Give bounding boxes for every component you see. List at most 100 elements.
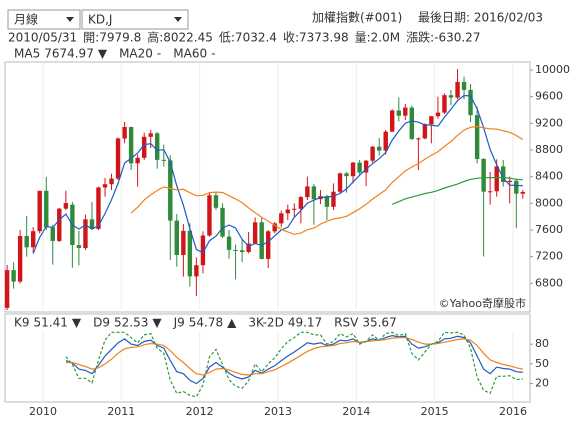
series-line bbox=[32, 94, 523, 254]
candle-body bbox=[298, 197, 304, 209]
legend-value: 51.41 bbox=[34, 316, 68, 330]
candle-body bbox=[501, 166, 506, 182]
candle-body bbox=[142, 136, 147, 158]
candle-body bbox=[233, 249, 238, 251]
legend-name: MA60 bbox=[173, 47, 207, 61]
dropdown-arrow bbox=[174, 17, 182, 22]
candle-body bbox=[487, 191, 493, 193]
candle-body bbox=[344, 173, 349, 177]
candle-body bbox=[57, 208, 62, 241]
y-tick-label: 80 bbox=[535, 337, 549, 350]
candle-body bbox=[311, 186, 317, 200]
main-frame bbox=[4, 61, 531, 313]
candle-body bbox=[168, 160, 173, 221]
candle-body bbox=[383, 131, 388, 151]
y-tick-label: 9200 bbox=[535, 116, 563, 129]
candle-body bbox=[357, 162, 362, 173]
x-tick-label: 2015 bbox=[421, 405, 449, 418]
candle-body bbox=[115, 138, 121, 179]
legend-value: 52.53 bbox=[114, 316, 148, 330]
candle-body bbox=[468, 89, 473, 116]
legend-value: 54.78 bbox=[189, 316, 223, 330]
y-tick-label: 10000 bbox=[535, 63, 570, 76]
legend-name: D9 bbox=[93, 316, 110, 330]
info-item: 2010/05/31 bbox=[8, 31, 77, 45]
candle-body bbox=[455, 82, 460, 98]
candle-body bbox=[474, 115, 480, 159]
candle-body bbox=[494, 166, 499, 192]
candle-body bbox=[89, 219, 95, 229]
candle-body bbox=[370, 146, 375, 161]
candle-body bbox=[390, 110, 395, 132]
candle-body bbox=[252, 222, 258, 244]
x-tick-label: 2010 bbox=[29, 405, 57, 418]
candle-body bbox=[174, 220, 179, 255]
y-tick-label: 20 bbox=[535, 377, 549, 390]
header-date: 最後日期: 2016/02/03 bbox=[418, 11, 543, 25]
candle-body bbox=[481, 159, 486, 192]
legend-name: MA20 bbox=[119, 47, 153, 61]
candle-body bbox=[194, 265, 199, 277]
candle-body bbox=[507, 180, 512, 182]
candle-body bbox=[181, 230, 186, 255]
candle-body bbox=[226, 236, 232, 250]
candle-body bbox=[292, 208, 297, 210]
legend-value: - bbox=[157, 47, 161, 61]
candle-body bbox=[96, 187, 101, 229]
dropdown-arrow bbox=[66, 17, 74, 22]
candle-body bbox=[305, 186, 310, 198]
candle-body bbox=[416, 138, 421, 140]
candle-body bbox=[24, 236, 29, 248]
legend-name: J9 bbox=[173, 316, 185, 330]
candle-body bbox=[331, 191, 336, 207]
x-tick-label: 2012 bbox=[186, 405, 214, 418]
candle-body bbox=[161, 159, 166, 161]
series-line bbox=[65, 331, 523, 398]
info-item: 高:8022.45 bbox=[147, 30, 213, 45]
candle-body bbox=[31, 231, 36, 248]
legend-value: 7674.97 bbox=[44, 47, 94, 61]
candle-body bbox=[63, 203, 69, 209]
candle-body bbox=[272, 223, 277, 232]
period-select[interactable] bbox=[7, 9, 81, 30]
x-tick-label: 2013 bbox=[264, 405, 292, 418]
period-label: 月線 bbox=[14, 12, 38, 27]
candle-body bbox=[409, 107, 414, 139]
legend-arrow: ▼ bbox=[72, 316, 82, 330]
candle-body bbox=[76, 245, 82, 249]
legend-value: 49.17 bbox=[288, 316, 322, 330]
y-tick-label: 8800 bbox=[535, 143, 563, 156]
y-tick-label: 7200 bbox=[535, 250, 563, 263]
x-tick-label: 2016 bbox=[499, 405, 527, 418]
candle-body bbox=[37, 190, 42, 232]
candle-body bbox=[377, 146, 382, 151]
candle-body bbox=[422, 124, 428, 139]
candle-body bbox=[44, 190, 49, 228]
candle-body bbox=[461, 82, 467, 90]
candle-body bbox=[259, 222, 264, 259]
candle-body bbox=[83, 219, 88, 249]
candle-body bbox=[239, 250, 245, 252]
y-tick-label: 8400 bbox=[535, 170, 563, 183]
x-tick-label: 2011 bbox=[107, 405, 135, 418]
candle-body bbox=[4, 270, 10, 308]
series-line bbox=[65, 334, 523, 385]
candle-body bbox=[429, 116, 434, 125]
legend-arrow: ▼ bbox=[98, 47, 108, 61]
series-line bbox=[65, 337, 523, 376]
series-line bbox=[391, 176, 523, 205]
candle-body bbox=[148, 133, 153, 137]
candle-body bbox=[246, 243, 251, 252]
header-title: 加權指數(#001) bbox=[312, 10, 402, 25]
candle-body bbox=[200, 235, 206, 266]
info-item: 低:7032.4 bbox=[219, 31, 277, 45]
legend-name: 3K-2D bbox=[248, 316, 283, 330]
candle-body bbox=[213, 195, 219, 208]
indicator-select[interactable] bbox=[81, 9, 189, 30]
info-item: 開:7979.8 bbox=[83, 31, 141, 45]
candle-body bbox=[285, 209, 290, 214]
legend-value: 35.67 bbox=[362, 316, 396, 330]
candle-body bbox=[266, 231, 271, 259]
